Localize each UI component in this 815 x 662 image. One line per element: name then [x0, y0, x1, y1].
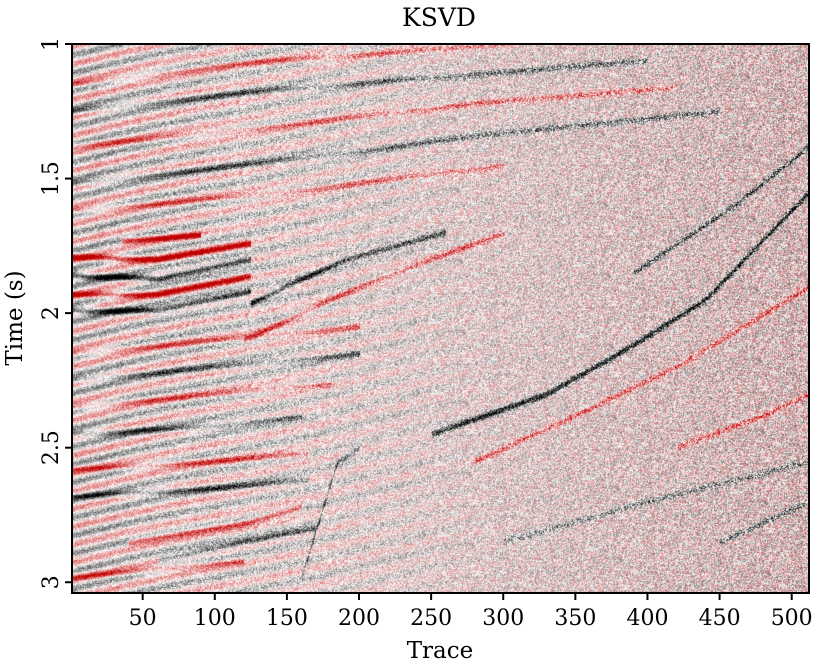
- x-tick-label: 500: [771, 606, 813, 631]
- y-tick-label: 2.5: [39, 430, 64, 465]
- x-tick-label: 350: [554, 606, 596, 631]
- x-axis: 50 100 150 200 250 300 350 400 450 500: [129, 593, 813, 631]
- x-tick-label: 450: [699, 606, 741, 631]
- y-axis: 1 1.5 2 2.5 3: [39, 37, 72, 589]
- x-tick-label: 400: [626, 606, 668, 631]
- chart-title: KSVD: [402, 3, 476, 32]
- x-axis-title: Trace: [407, 638, 474, 662]
- y-tick-label: 1: [39, 37, 64, 51]
- x-tick-label: 100: [194, 606, 236, 631]
- x-tick-label: 150: [266, 606, 308, 631]
- x-tick-label: 50: [129, 606, 157, 631]
- y-tick-label: 3: [39, 575, 64, 589]
- x-tick-label: 300: [482, 606, 524, 631]
- y-tick-label: 1.5: [39, 161, 64, 196]
- plot-frame: [71, 43, 810, 594]
- x-tick-label: 200: [338, 606, 380, 631]
- seismic-image-container: [72, 44, 809, 593]
- x-tick-label: 250: [410, 606, 452, 631]
- y-axis-title: Time (s): [2, 270, 28, 365]
- seismic-amplitude-image: [72, 44, 809, 593]
- y-tick-label: 2: [39, 306, 64, 320]
